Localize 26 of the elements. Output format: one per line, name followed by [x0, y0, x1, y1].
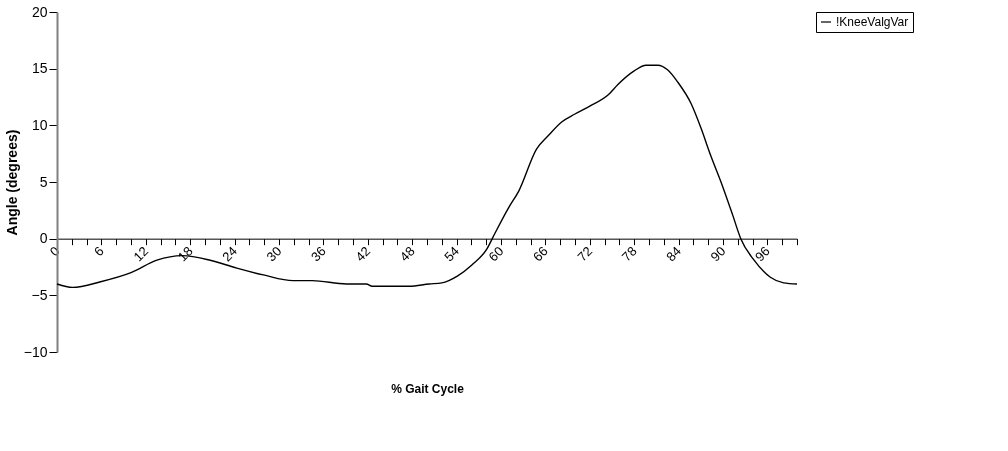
x-tick-label: 78 — [618, 243, 640, 265]
x-tick-label: 66 — [530, 243, 551, 265]
x-tick-label: 72 — [574, 243, 596, 265]
x-tick-label: 12 — [130, 243, 152, 265]
legend-label: !KneeValgVar — [836, 15, 909, 29]
x-tick-label: 6 — [91, 243, 107, 260]
y-tick-label: 10 — [31, 116, 48, 133]
x-tick-label: 18 — [174, 243, 196, 265]
x-tick-label: 84 — [663, 243, 685, 265]
x-tick-label: 36 — [308, 243, 329, 265]
x-tick-label: 90 — [707, 243, 729, 265]
x-tick-label: 48 — [396, 243, 418, 265]
x-tick-label: 42 — [352, 243, 374, 265]
y-tick-label: −5 — [31, 286, 48, 303]
y-axis-title: Angle (degrees) — [3, 129, 20, 236]
y-tick-label: 15 — [31, 60, 48, 77]
y-tick-label: 0 — [39, 230, 48, 247]
x-tick-label: 96 — [752, 243, 773, 265]
y-tick-label: 5 — [39, 173, 48, 190]
y-tick-label: −10 — [23, 343, 48, 360]
x-tick-label: 30 — [263, 243, 285, 265]
y-tick-label: 20 — [31, 3, 48, 20]
x-tick-label: 24 — [219, 243, 241, 265]
x-axis-title: % Gait Cycle — [391, 381, 465, 396]
x-tick-label: 60 — [485, 243, 507, 265]
x-tick-label: 54 — [441, 243, 463, 265]
